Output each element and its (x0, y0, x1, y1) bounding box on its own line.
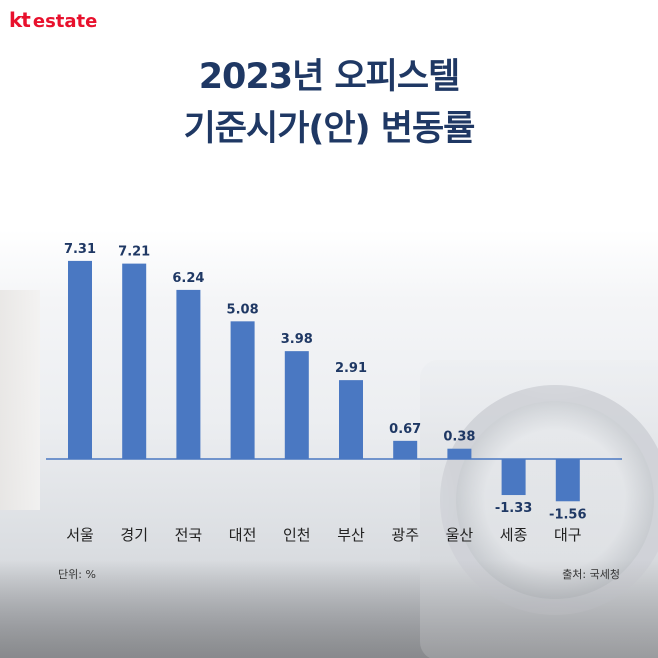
bar-울산 (447, 448, 472, 459)
value-label: 2.91 (335, 361, 367, 376)
category-label: 대전 (229, 526, 257, 544)
logo-kt: kt (9, 8, 31, 32)
category-label: 부산 (337, 526, 365, 544)
bar-서울 (68, 260, 92, 459)
bar-경기 (122, 263, 147, 459)
unit-note: 단위: % (58, 568, 96, 581)
value-label: 6.24 (172, 271, 204, 286)
category-label: 울산 (446, 526, 474, 544)
bar-광주 (393, 440, 418, 459)
title-line-2: 기준시가(안) 변동률 (183, 109, 476, 149)
logo-estate: estate (32, 11, 98, 32)
category-label: 전국 (175, 526, 203, 544)
value-label: 7.31 (64, 242, 96, 257)
background-floor (0, 560, 658, 658)
kt-estate-logo: kt estate (9, 8, 97, 36)
bar-부산 (339, 380, 363, 459)
bar-대전 (230, 321, 255, 459)
background-cabinet (0, 290, 40, 510)
category-label: 인천 (283, 526, 311, 544)
source-note: 출처: 국세청 (562, 568, 620, 581)
category-label: 대구 (554, 526, 582, 544)
category-label: 경기 (120, 526, 148, 544)
bar-인천 (284, 351, 309, 459)
category-label: 서울 (66, 526, 94, 544)
value-label: -1.33 (495, 501, 532, 516)
category-label: 광주 (391, 526, 419, 544)
bar-세종 (501, 459, 526, 496)
value-label: 7.21 (118, 245, 150, 260)
value-label: 0.67 (389, 422, 421, 437)
value-label: -1.56 (549, 507, 586, 522)
bar-대구 (555, 459, 580, 502)
title-line-1: 2023년 오피스텔 (198, 57, 461, 97)
category-label: 세종 (500, 526, 528, 544)
value-label: 5.08 (227, 302, 259, 317)
value-label: 0.38 (443, 430, 475, 445)
value-label: 3.98 (281, 332, 313, 347)
bar-전국 (176, 289, 201, 459)
